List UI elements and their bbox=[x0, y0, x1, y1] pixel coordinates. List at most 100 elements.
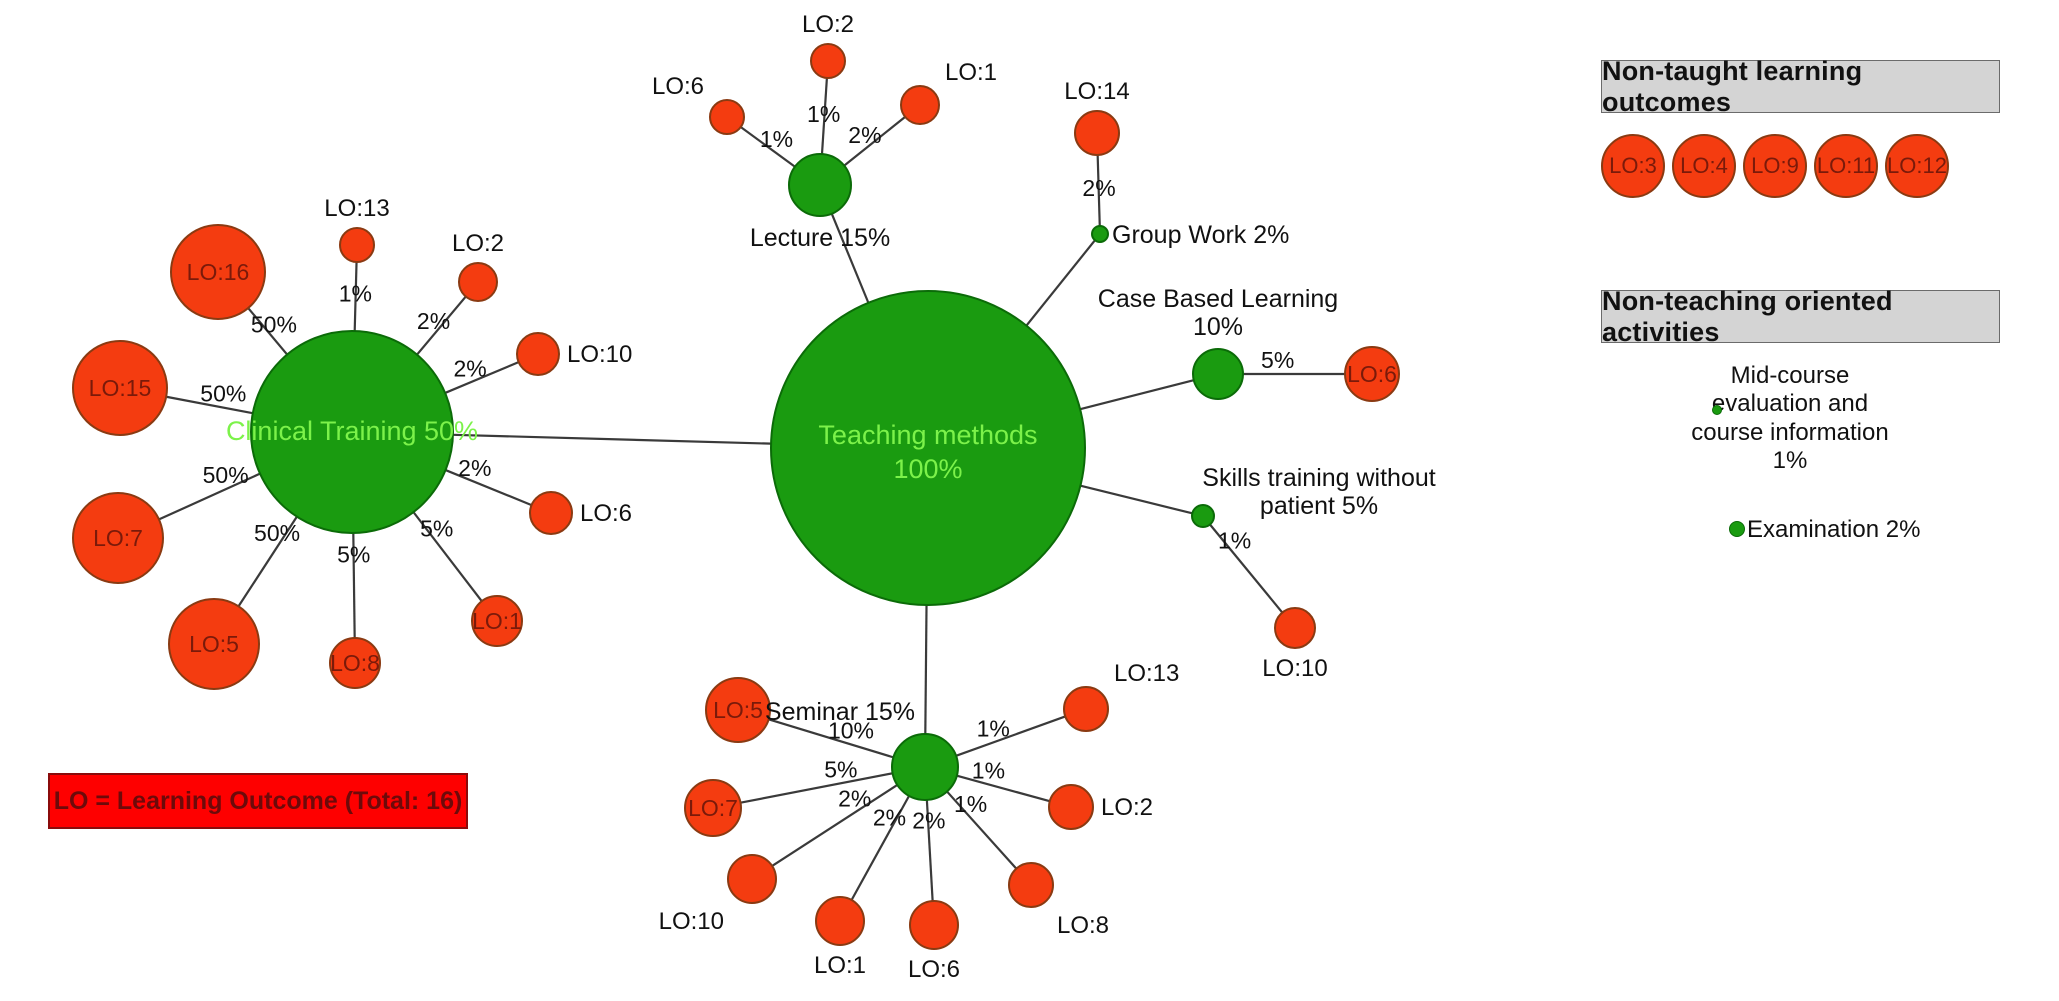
legend-lo-node-LO-3[interactable]: LO:3 bbox=[1601, 134, 1665, 198]
activity-dot-mid-course[interactable] bbox=[1712, 405, 1722, 415]
edge-weight-clinical-training-1: 50% bbox=[200, 381, 246, 407]
lo-node-LO-5[interactable] bbox=[168, 598, 260, 690]
lo-node-label: LO:6 bbox=[908, 956, 960, 983]
legend-lo-label: LO:4 bbox=[1680, 153, 1728, 178]
lo-node-label: LO:14 bbox=[1064, 78, 1129, 105]
activity-line-3: course information bbox=[1691, 418, 1889, 446]
edge-weight-clinical-training-3: 50% bbox=[254, 520, 300, 546]
lo-node-LO-6[interactable] bbox=[529, 491, 573, 535]
legend-non-teaching-title: Non-teaching oriented activities bbox=[1602, 285, 1893, 347]
method-node-case-based-learning[interactable] bbox=[1192, 348, 1244, 400]
method-node-teaching-methods[interactable] bbox=[770, 290, 1086, 606]
lo-node-LO-5[interactable] bbox=[705, 677, 771, 743]
method-node-clinical-training[interactable] bbox=[250, 330, 454, 534]
lo-node-LO-1[interactable] bbox=[471, 595, 523, 647]
lo-node-LO-6[interactable] bbox=[909, 900, 959, 950]
method-node-skills-training[interactable] bbox=[1191, 504, 1215, 528]
edge-weight-clinical-training-7: 2% bbox=[458, 455, 491, 481]
method-node-group-work[interactable] bbox=[1091, 225, 1109, 243]
lo-node-LO-2[interactable] bbox=[1048, 784, 1094, 830]
edge-weight-seminar-6: 1% bbox=[977, 715, 1010, 741]
lo-node-label: LO:1 bbox=[814, 952, 866, 979]
edge-weight-seminar-1: 5% bbox=[824, 756, 857, 782]
lo-node-label: LO:6 bbox=[1347, 361, 1397, 387]
legend-lo-label: LO:11 bbox=[1816, 153, 1876, 178]
lo-node-LO-15[interactable] bbox=[72, 340, 168, 436]
edge-weight-clinical-training-9: 5% bbox=[337, 542, 370, 568]
lo-node-LO-8[interactable] bbox=[329, 637, 381, 689]
lo-node-label: LO:1 bbox=[472, 608, 522, 634]
edge-clinical-training-leaf-0 bbox=[247, 307, 288, 356]
lo-node-label: LO:15 bbox=[89, 375, 152, 401]
lo-node-LO-2[interactable] bbox=[810, 43, 846, 79]
lo-node-LO-1[interactable] bbox=[815, 896, 865, 946]
edge-clinical-training-leaf-9 bbox=[352, 532, 356, 639]
edge-seminar-leaf-6 bbox=[955, 715, 1066, 757]
lo-node-LO-13[interactable] bbox=[339, 227, 375, 263]
activity-examination-text: Examination 2% bbox=[1747, 516, 1921, 543]
edge-weight-case-based-learning-0: 5% bbox=[1261, 347, 1294, 373]
legend-non-taught-items: LO:3 LO:4 LO:9 LO:11 LO:12 bbox=[1601, 134, 1949, 198]
edge-clinical-training-leaf-2 bbox=[158, 472, 261, 521]
legend-lo-node-LO-12[interactable]: LO:12 bbox=[1885, 134, 1949, 198]
lo-node-LO-6[interactable] bbox=[1344, 346, 1400, 402]
lo-key-box: LO = Learning Outcome (Total: 16) bbox=[48, 773, 468, 829]
lo-node-LO-10[interactable] bbox=[1274, 607, 1316, 649]
activity-line-2: evaluation and bbox=[1711, 390, 1869, 418]
edge-root-to-clinical-training bbox=[452, 433, 772, 445]
lo-node-LO-8[interactable] bbox=[1008, 862, 1054, 908]
edge-seminar-leaf-2 bbox=[771, 784, 898, 867]
edge-seminar-leaf-3 bbox=[850, 795, 911, 901]
legend-lo-node-LO-4[interactable]: LO:4 bbox=[1672, 134, 1736, 198]
legend-lo-node-LO-9[interactable]: LO:9 bbox=[1743, 134, 1807, 198]
lo-node-LO-10[interactable] bbox=[516, 332, 560, 376]
lo-node-label: LO:16 bbox=[187, 259, 250, 285]
lo-node-LO-6[interactable] bbox=[709, 99, 745, 135]
lo-node-LO-1[interactable] bbox=[900, 85, 940, 125]
lo-node-LO-2[interactable] bbox=[458, 262, 498, 302]
method-label-case-based-learning: Case Based Learning bbox=[1098, 285, 1338, 313]
edge-weight-group-work-0: 2% bbox=[1082, 175, 1115, 201]
edge-skills-training-leaf-0 bbox=[1209, 523, 1284, 614]
lo-node-label: LO:8 bbox=[330, 650, 380, 676]
method-label-clinical-training: Clinical Training 50% bbox=[226, 416, 478, 446]
legend-lo-label: LO:9 bbox=[1751, 153, 1799, 178]
edge-seminar-leaf-1 bbox=[740, 772, 893, 804]
method-value-teaching-methods: 100% bbox=[893, 454, 962, 484]
lo-node-label: LO:13 bbox=[1114, 660, 1179, 687]
edge-root-to-case-based-learning bbox=[1079, 379, 1195, 411]
method-label-seminar: Seminar 15% bbox=[765, 698, 915, 726]
lo-node-LO-10[interactable] bbox=[727, 854, 777, 904]
method-value-skills-training: patient 5% bbox=[1260, 492, 1378, 520]
edge-weight-lecture-2: 2% bbox=[848, 122, 881, 148]
edge-group-work-leaf-0 bbox=[1096, 154, 1101, 227]
legend-non-taught-title: Non-taught learning outcomes bbox=[1602, 55, 1863, 117]
legend-lo-node-LO-11[interactable]: LO:11 bbox=[1814, 134, 1878, 198]
lo-node-label: LO:8 bbox=[1057, 912, 1109, 939]
lo-node-LO-7[interactable] bbox=[72, 492, 164, 584]
edge-clinical-training-leaf-3 bbox=[237, 516, 298, 607]
legend-lo-label: LO:12 bbox=[1887, 153, 1947, 178]
activity-dot-examination[interactable] bbox=[1729, 521, 1745, 537]
edge-seminar-leaf-5 bbox=[946, 790, 1018, 870]
method-label-skills-training: Skills training without bbox=[1202, 464, 1435, 492]
lo-node-LO-16[interactable] bbox=[170, 224, 266, 320]
activity-examination-label: Examination 2% bbox=[1747, 516, 1920, 544]
method-node-seminar[interactable] bbox=[891, 733, 959, 801]
legend-non-taught-header: Non-taught learning outcomes bbox=[1601, 56, 2000, 117]
lo-node-label: LO:13 bbox=[324, 195, 389, 222]
lo-node-LO-7[interactable] bbox=[684, 779, 742, 837]
edge-clinical-training-leaf-8 bbox=[412, 511, 483, 602]
edge-clinical-training-leaf-1 bbox=[165, 395, 253, 415]
legend-non-teaching-header: Non-teaching oriented activities bbox=[1601, 286, 2000, 347]
edge-weight-seminar-2: 2% bbox=[838, 785, 871, 811]
lo-node-LO-14[interactable] bbox=[1074, 110, 1120, 156]
lo-node-LO-13[interactable] bbox=[1063, 686, 1109, 732]
lo-node-label: LO:5 bbox=[189, 631, 239, 657]
method-label-lecture: Lecture 15% bbox=[750, 224, 890, 252]
method-node-lecture[interactable] bbox=[788, 153, 852, 217]
lo-node-label: LO:10 bbox=[659, 908, 724, 935]
activity-line-1: Mid-course bbox=[1730, 362, 1850, 389]
lo-node-label: LO:6 bbox=[580, 500, 632, 527]
lo-node-label: LO:5 bbox=[713, 697, 763, 723]
